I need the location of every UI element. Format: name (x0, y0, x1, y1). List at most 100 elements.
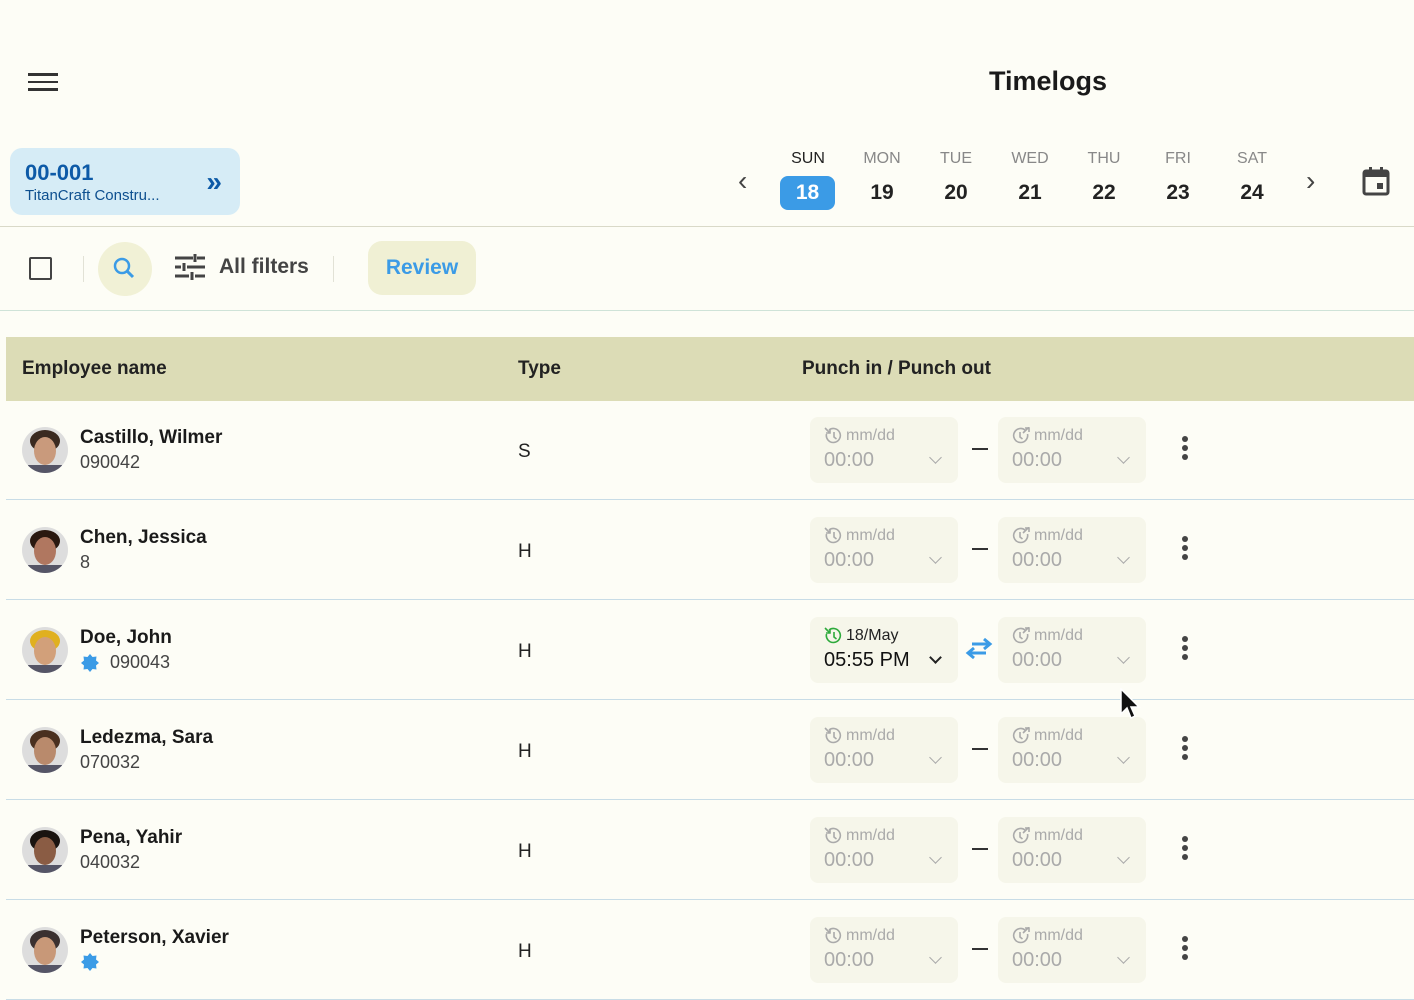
job-selector-button[interactable]: 00-001 TitanCraft Constru... » (10, 148, 240, 215)
employee-name: Doe, John (80, 627, 172, 648)
punch-in-field[interactable]: mm/dd 00:00 (810, 517, 958, 583)
punch-in-time: 00:00 (824, 749, 875, 771)
table-header: Employee name Type Punch in / Punch out (6, 337, 1414, 401)
employee-type: H (518, 841, 532, 862)
verified-badge-icon (81, 653, 99, 672)
employee-type: H (518, 741, 532, 762)
day-mon[interactable]: MON 19 (854, 150, 910, 210)
punch-in-clock-icon (824, 827, 842, 844)
table-row[interactable]: Chen, Jessica 8 H mm/dd 00:00 mm/dd 00:0… (6, 500, 1414, 600)
hamburger-menu-icon[interactable] (28, 70, 58, 94)
punch-out-time: 00:00 (1012, 749, 1063, 771)
punch-in-clock-icon (824, 627, 842, 644)
punch-in-field[interactable]: mm/dd 00:00 (810, 717, 958, 783)
day-name: SAT (1237, 150, 1267, 167)
punch-out-time: 00:00 (1012, 649, 1063, 671)
punch-in-time: 00:00 (824, 549, 875, 571)
more-options-icon[interactable] (1180, 736, 1190, 764)
column-header-employee-name[interactable]: Employee name (22, 358, 167, 379)
day-sun[interactable]: SUN 18 (780, 150, 836, 210)
day-wed[interactable]: WED 21 (1002, 150, 1058, 210)
punch-out-field[interactable]: mm/dd 00:00 (998, 717, 1146, 783)
day-date: 19 (870, 181, 894, 204)
punch-out-date: mm/dd (1034, 727, 1083, 744)
day-thu[interactable]: THU 22 (1076, 150, 1132, 210)
punch-out-time: 00:00 (1012, 549, 1063, 571)
employee-name: Chen, Jessica (80, 527, 207, 548)
punch-out-date: mm/dd (1034, 527, 1083, 544)
next-week-button[interactable]: › (1306, 165, 1316, 196)
employee-type: H (518, 641, 532, 662)
punch-out-time: 00:00 (1012, 449, 1063, 471)
punch-in-clock-icon (824, 927, 842, 944)
table-row[interactable]: Doe, John 090043 H 18/May 05:55 PM mm/dd… (6, 600, 1414, 700)
job-name: TitanCraft Constru... (25, 187, 160, 204)
day-date: 18 (780, 176, 835, 210)
day-name: TUE (940, 150, 972, 167)
punch-in-date: mm/dd (846, 827, 895, 844)
punch-out-field[interactable]: mm/dd 00:00 (998, 917, 1146, 983)
punch-out-time: 00:00 (1012, 849, 1063, 871)
punch-out-clock-icon (1012, 627, 1030, 644)
day-tue[interactable]: TUE 20 (928, 150, 984, 210)
day-fri[interactable]: FRI 23 (1150, 150, 1206, 210)
tune-sliders-icon (175, 254, 205, 280)
swap-arrows-icon[interactable] (964, 636, 994, 662)
punch-out-field[interactable]: mm/dd 00:00 (998, 617, 1146, 683)
dash-separator (972, 748, 988, 750)
column-header-type[interactable]: Type (518, 358, 561, 379)
employee-id-line (80, 952, 110, 972)
divider (0, 310, 1414, 311)
punch-in-field[interactable]: mm/dd 00:00 (810, 917, 958, 983)
search-button[interactable] (98, 242, 152, 296)
punch-in-field[interactable]: 18/May 05:55 PM (810, 617, 958, 683)
employee-id-line: 090043 (80, 652, 170, 673)
select-all-checkbox[interactable] (29, 257, 52, 280)
punch-out-field[interactable]: mm/dd 00:00 (998, 817, 1146, 883)
employee-id: 040032 (80, 852, 141, 872)
punch-in-field[interactable]: mm/dd 00:00 (810, 817, 958, 883)
dash-separator (972, 848, 988, 850)
dash-separator (972, 948, 988, 950)
review-button[interactable]: Review (368, 241, 476, 295)
day-name: SUN (791, 150, 825, 167)
employee-type: S (518, 441, 531, 462)
previous-week-button[interactable]: ‹ (738, 165, 748, 196)
day-name: FRI (1165, 150, 1191, 167)
column-header-punch[interactable]: Punch in / Punch out (802, 358, 991, 379)
calendar-icon[interactable] (1361, 166, 1391, 196)
more-options-icon[interactable] (1180, 536, 1190, 564)
employee-id: 090042 (80, 452, 141, 472)
verified-badge-icon (81, 953, 99, 971)
day-sat[interactable]: SAT 24 (1224, 150, 1280, 210)
mouse-cursor-icon (1120, 688, 1141, 720)
more-options-icon[interactable] (1180, 936, 1190, 964)
job-code: 00-001 (25, 160, 94, 185)
more-options-icon[interactable] (1180, 636, 1190, 664)
table-row[interactable]: Peterson, Xavier H mm/dd 00:00 mm/dd 00:… (6, 900, 1414, 1000)
punch-in-time: 00:00 (824, 449, 875, 471)
more-options-icon[interactable] (1180, 836, 1190, 864)
divider (333, 256, 334, 282)
punch-out-date: mm/dd (1034, 827, 1083, 844)
table-row[interactable]: Ledezma, Sara 070032 H mm/dd 00:00 mm/dd… (6, 700, 1414, 800)
punch-in-date: mm/dd (846, 427, 895, 444)
employee-id-line: 090042 (80, 452, 140, 473)
more-options-icon[interactable] (1180, 436, 1190, 464)
day-date: 22 (1092, 181, 1116, 204)
all-filters-label: All filters (219, 255, 309, 278)
avatar (22, 827, 68, 873)
day-name: MON (863, 150, 901, 167)
punch-in-clock-icon (824, 427, 842, 444)
punch-out-field[interactable]: mm/dd 00:00 (998, 517, 1146, 583)
all-filters-button[interactable]: All filters (175, 254, 309, 280)
avatar (22, 427, 68, 473)
table-row[interactable]: Castillo, Wilmer 090042 S mm/dd 00:00 mm… (6, 400, 1414, 500)
employee-type: H (518, 941, 532, 962)
punch-in-field[interactable]: mm/dd 00:00 (810, 417, 958, 483)
table-row[interactable]: Pena, Yahir 040032 H mm/dd 00:00 mm/dd 0… (6, 800, 1414, 900)
punch-out-field[interactable]: mm/dd 00:00 (998, 417, 1146, 483)
punch-out-clock-icon (1012, 927, 1030, 944)
day-date: 23 (1166, 181, 1190, 204)
day-date: 21 (1018, 181, 1042, 204)
